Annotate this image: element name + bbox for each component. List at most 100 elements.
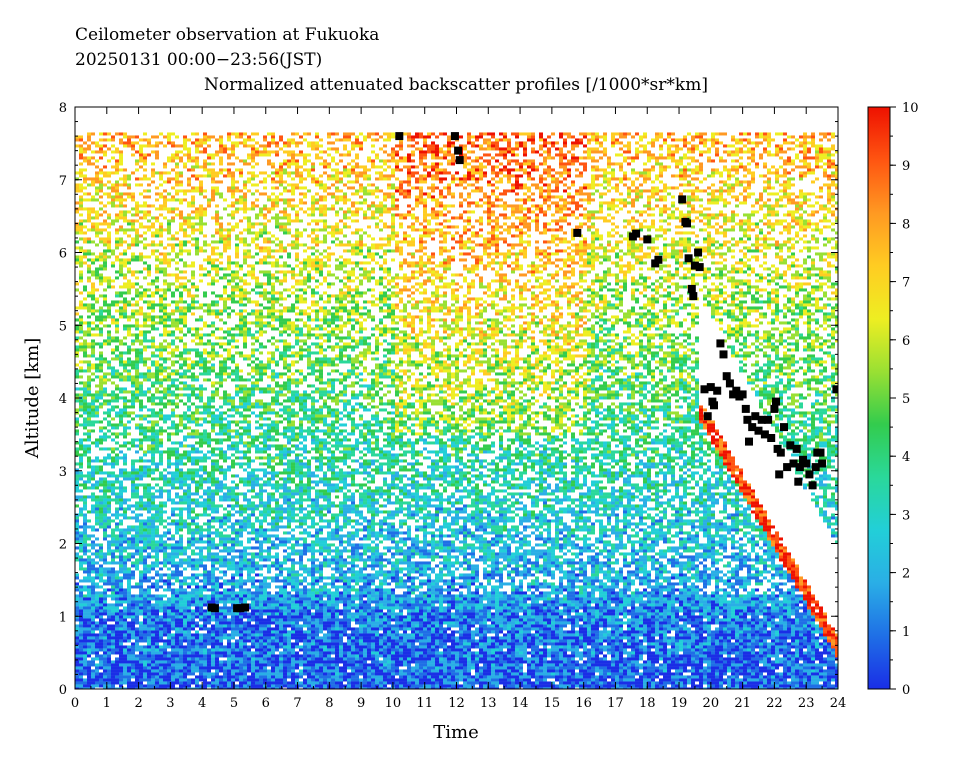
chart-title-line1: Ceilometer observation at Fukuoka <box>75 25 379 45</box>
heatmap-cell <box>655 159 659 163</box>
heatmap-cell <box>551 156 555 160</box>
heatmap-cell <box>735 267 739 271</box>
heatmap-cell <box>619 132 623 136</box>
heatmap-cell <box>775 252 779 256</box>
heatmap-cell <box>583 135 587 139</box>
heatmap-cell <box>567 201 571 205</box>
heatmap-cell <box>563 201 567 205</box>
heatmap-cell <box>299 141 303 145</box>
heatmap-cell <box>379 174 383 178</box>
heatmap-cell <box>403 234 407 238</box>
heatmap-cell <box>467 183 471 187</box>
heatmap-cell <box>299 267 303 271</box>
heatmap-cell <box>451 177 455 181</box>
heatmap-cell <box>135 210 139 214</box>
heatmap-cell <box>199 174 203 178</box>
heatmap-cell <box>479 198 483 202</box>
heatmap-cell <box>311 276 315 280</box>
heatmap-cell <box>287 144 291 148</box>
heatmap-cell <box>771 207 775 211</box>
heatmap-cell <box>163 207 167 211</box>
heatmap-cell <box>599 150 603 154</box>
heatmap-cell <box>579 222 583 226</box>
heatmap-cell <box>831 132 835 136</box>
heatmap-cell <box>795 153 799 157</box>
heatmap-cell <box>307 255 311 259</box>
heatmap-cell <box>267 255 271 259</box>
heatmap-cell <box>203 132 207 136</box>
heatmap-cell <box>499 267 503 271</box>
heatmap-cell <box>511 225 515 229</box>
heatmap-cell <box>647 207 651 211</box>
heatmap-cell <box>467 135 471 139</box>
heatmap-cell <box>303 210 307 214</box>
heatmap-cell <box>179 210 183 214</box>
heatmap-cell <box>719 210 723 214</box>
heatmap-cell <box>351 180 355 184</box>
heatmap-cell <box>127 192 131 196</box>
heatmap-cell <box>679 174 683 178</box>
heatmap-cell <box>487 252 491 256</box>
heatmap-cell <box>711 144 715 148</box>
heatmap-cell <box>535 267 539 271</box>
heatmap-cell <box>587 201 591 205</box>
heatmap-cell <box>631 255 635 259</box>
heatmap-cell <box>763 165 767 169</box>
heatmap-cell <box>619 177 623 181</box>
heatmap-cell <box>575 192 579 196</box>
heatmap-cell <box>231 261 235 265</box>
heatmap-cell <box>183 270 187 274</box>
heatmap-cell <box>83 249 87 253</box>
heatmap-cell <box>367 183 371 187</box>
heatmap-cell <box>139 183 143 187</box>
heatmap-cell <box>631 282 635 286</box>
heatmap-cell <box>639 174 643 178</box>
heatmap-cell <box>275 270 279 274</box>
heatmap-cell <box>607 165 611 169</box>
heatmap-cell <box>495 147 499 151</box>
heatmap-cell <box>739 222 743 226</box>
heatmap-cell <box>535 204 539 208</box>
heatmap-cell <box>251 237 255 241</box>
heatmap-cell <box>427 147 431 151</box>
heatmap-cell <box>175 177 179 181</box>
heatmap-cell <box>223 237 227 241</box>
heatmap-cell <box>191 237 195 241</box>
heatmap-cell <box>179 240 183 244</box>
heatmap-cell <box>159 231 163 235</box>
heatmap-cell <box>739 279 743 283</box>
heatmap-cell <box>187 189 191 193</box>
heatmap-cell <box>135 234 139 238</box>
heatmap-cell <box>759 231 763 235</box>
heatmap-cell <box>131 273 135 277</box>
heatmap-cell <box>167 192 171 196</box>
heatmap-cell <box>835 243 838 247</box>
heatmap-cell <box>323 225 327 229</box>
heatmap-cell <box>759 279 763 283</box>
heatmap-cell <box>355 264 359 268</box>
heatmap-cell <box>151 222 155 226</box>
heatmap-cell <box>515 192 519 196</box>
heatmap-cell <box>463 174 467 178</box>
heatmap-cell <box>807 147 811 151</box>
heatmap-cell <box>179 270 183 274</box>
heatmap-cell <box>435 276 439 280</box>
heatmap-cell <box>543 222 547 226</box>
heatmap-cell <box>187 264 191 268</box>
heatmap-cell <box>479 204 483 208</box>
heatmap-cell <box>799 225 803 229</box>
heatmap-cell <box>787 156 791 160</box>
heatmap-cell <box>663 210 667 214</box>
heatmap-cell <box>123 213 127 217</box>
heatmap-cell <box>95 231 99 235</box>
heatmap-cell <box>151 240 155 244</box>
heatmap-cell <box>367 216 371 220</box>
heatmap-cell <box>87 264 91 268</box>
heatmap-cell <box>523 198 527 202</box>
heatmap-cell <box>239 276 243 280</box>
heatmap-cell <box>399 189 403 193</box>
heatmap-cell <box>695 168 699 172</box>
heatmap-cell <box>651 267 655 271</box>
heatmap-cell <box>427 279 431 283</box>
heatmap-cell <box>623 174 627 178</box>
